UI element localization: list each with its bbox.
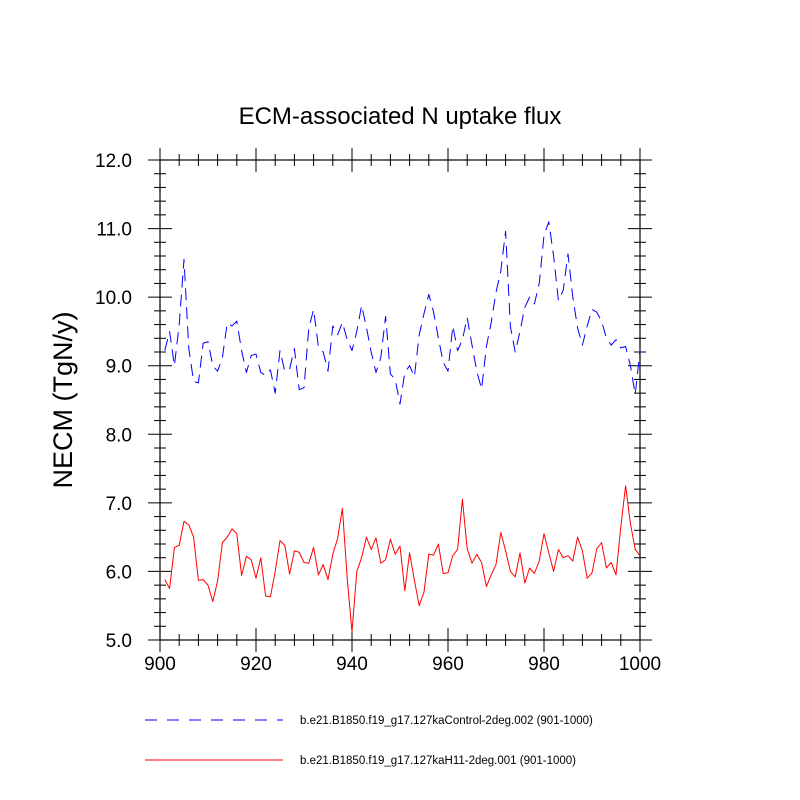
x-axis-tick-labels: 900 920 940 960 980 1000 (144, 654, 661, 675)
x-tick-label: 980 (528, 654, 560, 675)
series-line-control (164, 221, 641, 405)
x-tick-label: 1000 (619, 654, 661, 675)
legend-label-control: b.e21.B1850.f19_g17.127kaControl-2deg.00… (300, 715, 593, 727)
legend-label-h11: b.e21.B1850.f19_g17.127kaH11-2deg.001 (9… (300, 755, 576, 767)
chart-title: ECM-associated N uptake flux (239, 103, 562, 130)
y-tick-label: 6.0 (106, 562, 132, 583)
x-tick-label: 960 (432, 654, 464, 675)
y-axis-tick-labels: 5.0 6.0 7.0 8.0 9.0 10.0 11.0 12.0 (95, 151, 132, 652)
y-tick-label: 10.0 (95, 288, 132, 309)
axis-ticks (148, 148, 652, 652)
y-tick-label: 11.0 (96, 220, 132, 241)
series-line-h11 (164, 485, 641, 633)
x-tick-label: 920 (240, 654, 272, 675)
legend: b.e21.B1850.f19_g17.127kaControl-2deg.00… (145, 715, 593, 767)
plot-frame (159, 159, 641, 641)
y-tick-label: 7.0 (106, 494, 132, 515)
x-tick-label: 900 (144, 654, 176, 675)
y-tick-label: 5.0 (106, 631, 132, 652)
y-tick-label: 12.0 (95, 151, 132, 172)
y-tick-label: 9.0 (106, 357, 132, 378)
y-tick-label: 8.0 (106, 425, 132, 446)
series-lines (164, 221, 641, 633)
x-tick-label: 940 (336, 654, 368, 675)
y-axis-label: NECM (TgN/y) (48, 312, 78, 489)
